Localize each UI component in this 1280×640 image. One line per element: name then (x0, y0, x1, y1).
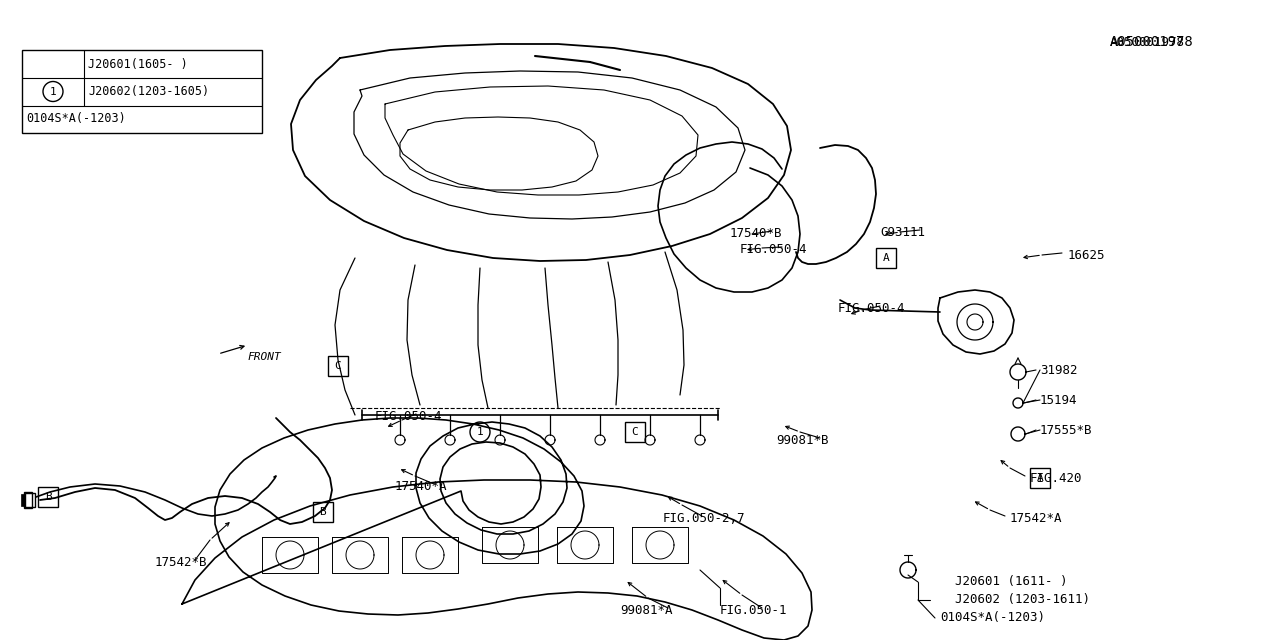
Bar (876, 248, 896, 268)
Text: C: C (631, 427, 639, 437)
Bar (20, 494, 24, 506)
Text: 31982: 31982 (1039, 364, 1078, 376)
Text: A: A (1037, 473, 1043, 483)
Text: 17540*A: 17540*A (396, 479, 448, 493)
Bar (625, 422, 645, 442)
Text: 0104S*A(-1203): 0104S*A(-1203) (26, 113, 125, 125)
Text: J20601(1605- ): J20601(1605- ) (88, 58, 188, 70)
Bar (24, 492, 32, 508)
Text: J20602(1203-1605): J20602(1203-1605) (88, 85, 209, 98)
Text: C: C (334, 361, 342, 371)
Text: FIG.050-1: FIG.050-1 (719, 604, 787, 616)
Text: B: B (320, 507, 326, 517)
Text: J20602 (1203-1611): J20602 (1203-1611) (955, 593, 1091, 607)
Bar (328, 356, 348, 376)
Text: 17542*A: 17542*A (1010, 511, 1062, 525)
Text: 0104S*A(-1203): 0104S*A(-1203) (940, 611, 1044, 625)
Text: FIG.420: FIG.420 (1030, 472, 1083, 484)
Text: 15194: 15194 (1039, 394, 1078, 406)
Bar (314, 502, 333, 522)
Text: 1: 1 (50, 86, 56, 97)
Bar (38, 487, 58, 507)
Text: A: A (883, 253, 890, 263)
Text: J20601 (1611- ): J20601 (1611- ) (955, 575, 1068, 589)
Text: FIG.050-2,7: FIG.050-2,7 (663, 511, 745, 525)
Text: 99081*B: 99081*B (776, 433, 828, 447)
Text: 1: 1 (476, 427, 484, 437)
Text: 17542*B: 17542*B (155, 556, 207, 568)
Text: G93111: G93111 (881, 225, 925, 239)
Text: 16625: 16625 (1068, 248, 1106, 262)
Bar (22, 50, 262, 133)
Bar (26, 493, 35, 507)
Text: A050001978: A050001978 (1110, 35, 1185, 49)
Bar (1030, 468, 1050, 488)
Text: A050001978: A050001978 (1110, 35, 1194, 49)
Text: FIG.050-4: FIG.050-4 (838, 301, 905, 314)
Text: B: B (45, 492, 51, 502)
Text: 99081*A: 99081*A (620, 604, 672, 616)
Text: 17540*B: 17540*B (730, 227, 782, 239)
Text: FIG.050-4: FIG.050-4 (740, 243, 808, 255)
Text: 17555*B: 17555*B (1039, 424, 1093, 436)
Text: FIG.050-4: FIG.050-4 (375, 410, 443, 422)
Text: FRONT: FRONT (248, 352, 282, 362)
